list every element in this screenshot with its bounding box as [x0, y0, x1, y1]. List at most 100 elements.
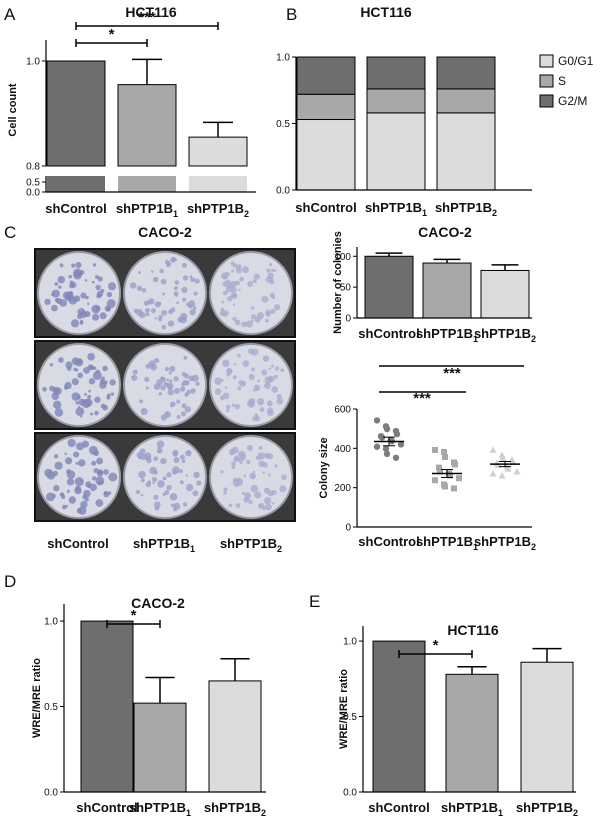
colony-1-1-22 [158, 392, 163, 396]
chart-A-sig-0-label: * [109, 26, 115, 43]
colony-2-0-47 [80, 500, 88, 509]
colony-2-1-46 [166, 472, 172, 478]
colony-2-1-25 [157, 450, 161, 454]
colony-1-1-51 [181, 382, 185, 387]
colony-0-0-19 [50, 304, 58, 312]
dish-2-0 [37, 435, 121, 519]
colony-2-1-44 [157, 480, 165, 488]
colony-1-2-36 [222, 359, 230, 368]
chart-E-ylabel: WRE/MRE ratio [338, 669, 350, 749]
colony-2-2-52 [233, 456, 239, 462]
colony-1-2-50 [268, 375, 275, 383]
colony-1-2-43 [226, 409, 230, 413]
colony-1-1-41 [163, 381, 167, 385]
colony-0-1-34 [136, 308, 144, 316]
colony-1-0-46 [75, 401, 80, 405]
colony-1-0-42 [49, 363, 54, 367]
colony-1-1-25 [184, 392, 189, 397]
chart-D-ytick-label-0.5: 0.5 [44, 702, 58, 713]
chart-E-ytick-label-0.5: 0.5 [343, 712, 357, 723]
colony-0-1-16 [161, 324, 167, 330]
colony-0-1-14 [154, 317, 158, 320]
colony-1-0-35 [80, 415, 83, 418]
colony-1-1-2 [145, 386, 149, 390]
colony-0-1-10 [145, 307, 150, 313]
colony-1-0-49 [109, 379, 116, 386]
colony-0-2-46 [253, 273, 261, 280]
chart-C2-point-2-8 [504, 465, 512, 472]
colony-2-1-26 [139, 448, 146, 455]
colony-1-1-12 [160, 385, 166, 391]
colony-1-2-2 [214, 388, 222, 395]
chart-D-bar-2 [208, 680, 262, 793]
colony-0-2-49 [266, 268, 271, 273]
chart-C2-category-label-1: shPTP1B1 [416, 534, 478, 552]
colony-2-2-34 [223, 487, 228, 492]
colony-1-1-29 [181, 403, 187, 409]
chart-D-ylabel: WRE/MRE ratio [31, 658, 43, 738]
dish-0-0 [37, 251, 121, 335]
colony-0-1-41 [145, 312, 150, 317]
chart-A-title: HCT116 [125, 4, 177, 20]
colony-1-2-7 [257, 379, 261, 383]
colony-0-2-19 [220, 307, 225, 311]
colony-0-2-4 [264, 318, 269, 323]
colony-2-2-40 [249, 472, 256, 480]
colony-2-1-18 [135, 489, 141, 495]
colony-1-0-52 [81, 399, 91, 409]
colony-0-1-22 [182, 297, 187, 302]
chart-C2-point-1-5 [436, 464, 442, 471]
chart-B-legend-label-0: G0/G1 [558, 54, 594, 68]
colony-1-0-53 [99, 378, 105, 384]
colony-1-0-48 [77, 406, 81, 409]
chart-C2-ytick-label-600: 600 [334, 405, 351, 416]
colony-2-1-52 [154, 505, 160, 511]
colony-0-2-41 [251, 306, 255, 310]
colony-1-0-21 [92, 370, 102, 380]
colony-0-1-31 [150, 308, 157, 314]
chart-A-bar-stub-2 [189, 176, 247, 192]
chart-B: HCT116 shControl shPTP1B1 shPTP1B2 0.0 0.5 1.0… [276, 4, 594, 218]
colony-0-2-42 [238, 288, 241, 292]
colony-0-1-39 [167, 320, 175, 327]
colony-2-2-19 [246, 459, 251, 465]
colony-0-0-38 [80, 292, 87, 299]
colony-2-2-8 [258, 445, 263, 450]
colony-0-0-39 [92, 263, 97, 267]
chart-B-bar-0-segment-2 [296, 56, 356, 95]
chart-C2-point-0-12 [383, 450, 391, 458]
colony-2-1-9 [185, 450, 192, 457]
chart-E-bar-0 [372, 640, 426, 793]
colony-1-2-42 [274, 366, 280, 371]
colony-2-0-38 [88, 445, 98, 455]
colony-2-2-37 [255, 455, 261, 461]
colony-2-2-31 [220, 470, 224, 474]
colony-1-1-26 [173, 376, 179, 382]
colony-2-1-38 [138, 470, 146, 479]
panel-letters: A B C D E [4, 5, 320, 611]
chart-C2-point-1-2 [442, 453, 448, 460]
chart-C2-point-1-13 [451, 485, 457, 492]
chart-C2-category-label-0: shControl [358, 534, 419, 549]
chart-C1-category-label-0: shControl [358, 326, 419, 341]
chart-B-category-label-0: shControl [295, 200, 356, 215]
colony-1-1-54 [166, 382, 174, 390]
chart-B-bar-0-segment-1 [296, 93, 356, 121]
chart-B-bar-2-segment-1 [436, 88, 496, 114]
chart-C2-category-label-2: shPTP1B2 [474, 534, 536, 552]
colony-2-0-32 [66, 470, 76, 479]
chart-D-ytick-label-0.0: 0.0 [44, 788, 58, 799]
colony-1-0-40 [76, 394, 81, 400]
colony-1-1-45 [140, 407, 148, 416]
chart-B-bar-2-segment-0 [436, 112, 496, 191]
chart-C1-title: CACO-2 [418, 224, 472, 240]
chart-C2-point-2-4 [509, 458, 517, 465]
colony-1-2-40 [267, 409, 274, 417]
colony-0-1-53 [173, 291, 179, 297]
colony-1-2-37 [259, 401, 264, 406]
chart-C1-category-label-2: shPTP1B2 [474, 326, 536, 344]
chart-E-category-label-2: shPTP1B2 [516, 800, 578, 818]
colony-1-0-47 [42, 386, 47, 392]
colony-0-2-2 [261, 295, 269, 303]
